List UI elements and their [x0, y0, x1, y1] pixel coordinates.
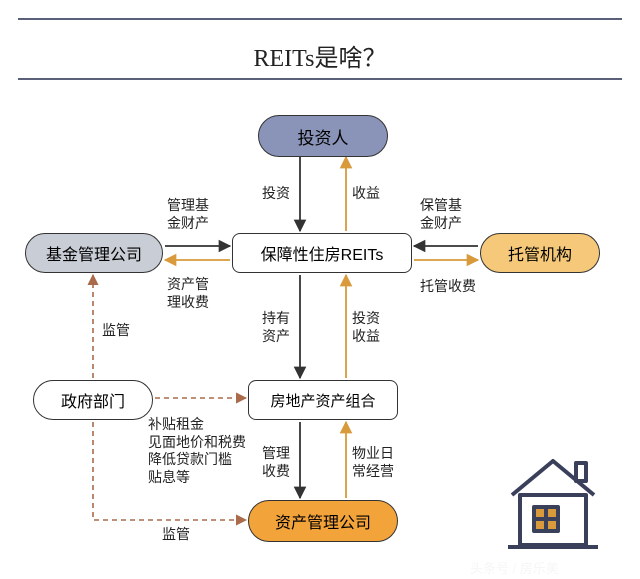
edge-label-reits_fund_l: 资产管理收费 [167, 276, 209, 311]
node-fund_mgr: 基金管理公司 [25, 233, 163, 273]
watermark: 头条号 / 房乐美 [470, 558, 559, 577]
node-asset_mgr: 资产管理公司 [248, 500, 398, 542]
node-reits: 保障性住房REITs [232, 233, 412, 273]
edge-label-port_reits_u: 投资收益 [352, 310, 380, 345]
edge-label-gov_amgr_dash: 监管 [162, 526, 190, 544]
edge-label-gov_fund_dash: 监管 [102, 322, 130, 340]
node-portfolio: 房地产资产组合 [248, 380, 398, 420]
edge-label-cust_reits_l: 保管基金财产 [420, 197, 462, 232]
node-gov: 政府部门 [33, 380, 153, 420]
edge-label-amgr_port_u: 物业日常经营 [352, 445, 394, 480]
edge-label-reits_inv_up: 收益 [352, 185, 380, 203]
edge-label-fund_reits_r: 管理基金财产 [167, 197, 209, 232]
page-title: REITs是啥？ [0, 38, 640, 73]
top-rule-1 [18, 18, 622, 20]
top-rule-2 [18, 78, 622, 80]
edge-label-inv_reits_down: 投资 [262, 185, 290, 203]
house-icon [498, 445, 608, 560]
edge-label-reits_cust_r: 托管收费 [420, 278, 476, 296]
node-custodian: 托管机构 [480, 233, 600, 273]
edge-label-gov_port_dash: 补贴租金见面地价和税费降低贷款门槛贴息等 [148, 416, 246, 486]
edge-label-port_amgr_d: 管理收费 [262, 445, 290, 480]
edge-label-reits_port_d: 持有资产 [262, 310, 290, 345]
node-investor: 投资人 [258, 115, 388, 157]
